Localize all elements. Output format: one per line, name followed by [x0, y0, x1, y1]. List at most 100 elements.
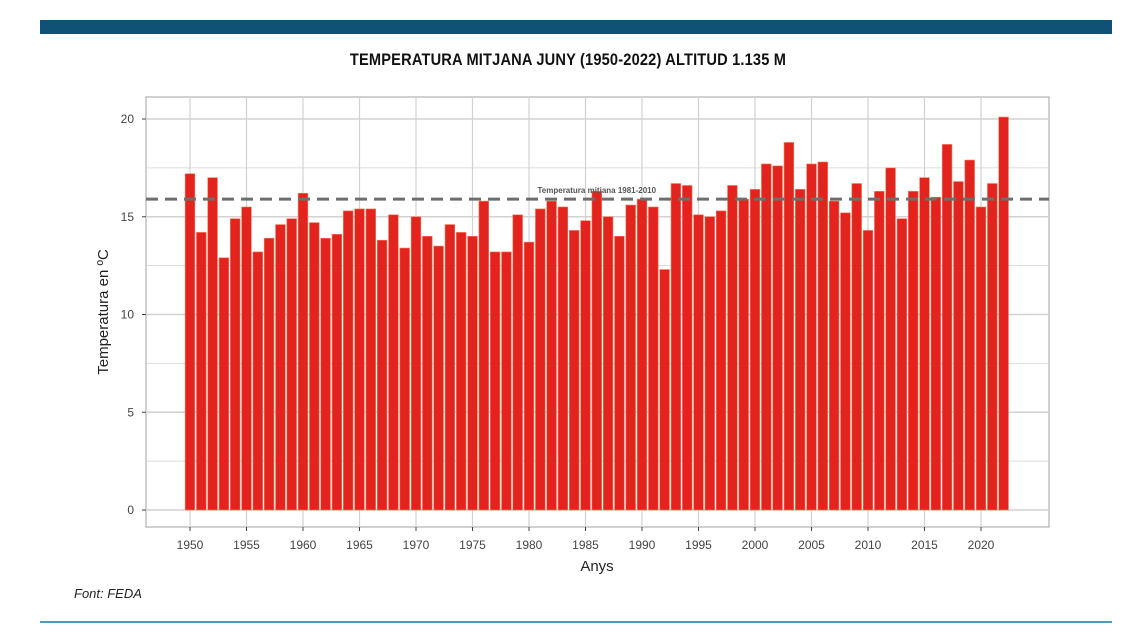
- bar-2014: [908, 191, 919, 511]
- bar-1969: [399, 247, 410, 511]
- bar-1988: [614, 236, 625, 511]
- y-tick-label: 5: [127, 405, 134, 419]
- bar-1966: [365, 208, 376, 511]
- bar-2000: [749, 189, 761, 511]
- x-tick-label: 2010: [855, 538, 882, 552]
- bar-2005: [806, 163, 817, 511]
- bar-1960: [297, 192, 309, 511]
- bar-1987: [602, 216, 614, 511]
- bar-1979: [512, 214, 523, 511]
- bar-1996: [704, 216, 715, 511]
- reference-line-group: Temperatura mitjana 1981-2010: [146, 186, 1049, 201]
- bar-1951: [196, 232, 207, 511]
- bar-1950: [184, 173, 196, 511]
- bar-2004: [795, 189, 806, 511]
- bar-1999: [738, 198, 749, 511]
- bar-1961: [309, 222, 320, 511]
- bar-1959: [286, 218, 297, 511]
- bar-1993: [670, 183, 682, 511]
- bar-1981: [535, 208, 546, 511]
- bar-1998: [727, 185, 738, 511]
- bar-2017: [941, 144, 953, 511]
- x-tick-label: 2000: [742, 538, 769, 552]
- bar-2002: [772, 165, 783, 511]
- bar-1964: [343, 210, 354, 511]
- bar-2003: [783, 142, 795, 511]
- bar-2010: [862, 230, 874, 511]
- bar-2007: [828, 200, 840, 511]
- header-color-band: [40, 20, 1112, 34]
- x-tick-label: 1980: [516, 538, 543, 552]
- bar-1986: [591, 191, 602, 511]
- bar-1967: [376, 239, 388, 511]
- bar-2013: [896, 218, 908, 511]
- bar-1984: [569, 230, 580, 511]
- bar-1997: [715, 210, 727, 511]
- x-tick-label: 1965: [346, 538, 373, 552]
- y-tick-label: 15: [121, 210, 135, 224]
- footer-rule: [40, 621, 1112, 623]
- bar-2020: [975, 206, 987, 511]
- bar-2021: [987, 183, 998, 511]
- x-tick-label: 2005: [798, 538, 825, 552]
- reference-line-label: Temperatura mitjana 1981-2010: [538, 186, 657, 195]
- bar-1972: [433, 245, 444, 511]
- bar-1977: [489, 251, 501, 511]
- bar-2015: [919, 177, 930, 511]
- x-axis-label: Anys: [580, 558, 613, 575]
- y-axis-label: Temperatura en ºC: [95, 249, 112, 375]
- x-tick-label: 2020: [968, 538, 995, 552]
- bar-1952: [207, 177, 218, 511]
- bar-2008: [840, 212, 851, 511]
- x-tick-label: 1960: [290, 538, 317, 552]
- y-axis-ticks: 0 5 10 15 20: [121, 112, 146, 517]
- y-tick-label: 0: [127, 503, 134, 517]
- bar-2016: [930, 196, 941, 511]
- bar-1989: [625, 204, 636, 511]
- bar-2018: [953, 181, 964, 511]
- bar-2022: [998, 116, 1009, 511]
- bar-1973: [444, 224, 456, 511]
- bar-1957: [263, 237, 275, 511]
- bar-1976: [478, 200, 489, 511]
- x-tick-label: 1970: [403, 538, 430, 552]
- bar-1975: [467, 236, 478, 511]
- bar-1965: [354, 208, 365, 511]
- bar-1956: [252, 251, 263, 511]
- bar-1953: [218, 257, 230, 511]
- bar-1968: [388, 214, 399, 511]
- bar-1991: [648, 206, 659, 511]
- bars: [184, 116, 1009, 511]
- bar-1974: [456, 232, 467, 511]
- bar-2006: [817, 161, 828, 511]
- chart-title: TEMPERATURA MITJANA JUNY (1950-2022) ALT…: [349, 50, 787, 69]
- x-tick-label: 1995: [685, 538, 712, 552]
- bar-1982: [546, 200, 557, 511]
- bar-2009: [851, 183, 862, 511]
- bar-1983: [557, 206, 569, 511]
- bar-1992: [659, 269, 670, 511]
- y-tick-label: 10: [121, 308, 135, 322]
- bar-2019: [964, 159, 975, 511]
- source-note: Font: FEDA: [74, 586, 142, 601]
- x-tick-label: 2015: [911, 538, 938, 552]
- bar-1980: [523, 241, 535, 511]
- bar-2001: [761, 163, 772, 511]
- bar-1990: [636, 198, 648, 511]
- bar-1958: [275, 224, 286, 511]
- bar-1978: [501, 251, 512, 511]
- x-tick-label: 1955: [233, 538, 260, 552]
- bar-1963: [331, 234, 343, 511]
- bar-1970: [410, 216, 422, 511]
- bar-1985: [580, 220, 591, 511]
- bar-2011: [874, 191, 885, 511]
- x-tick-label: 1990: [629, 538, 656, 552]
- bar-2012: [885, 167, 896, 511]
- bar-1954: [230, 218, 241, 511]
- x-axis-ticks: 1950 1955 1960 1965 1970 1975 1980 1985 1990 1995…: [177, 527, 995, 552]
- x-tick-label: 1950: [177, 538, 204, 552]
- bar-1994: [682, 185, 693, 511]
- y-tick-label: 20: [121, 112, 135, 126]
- bar-1971: [422, 236, 433, 511]
